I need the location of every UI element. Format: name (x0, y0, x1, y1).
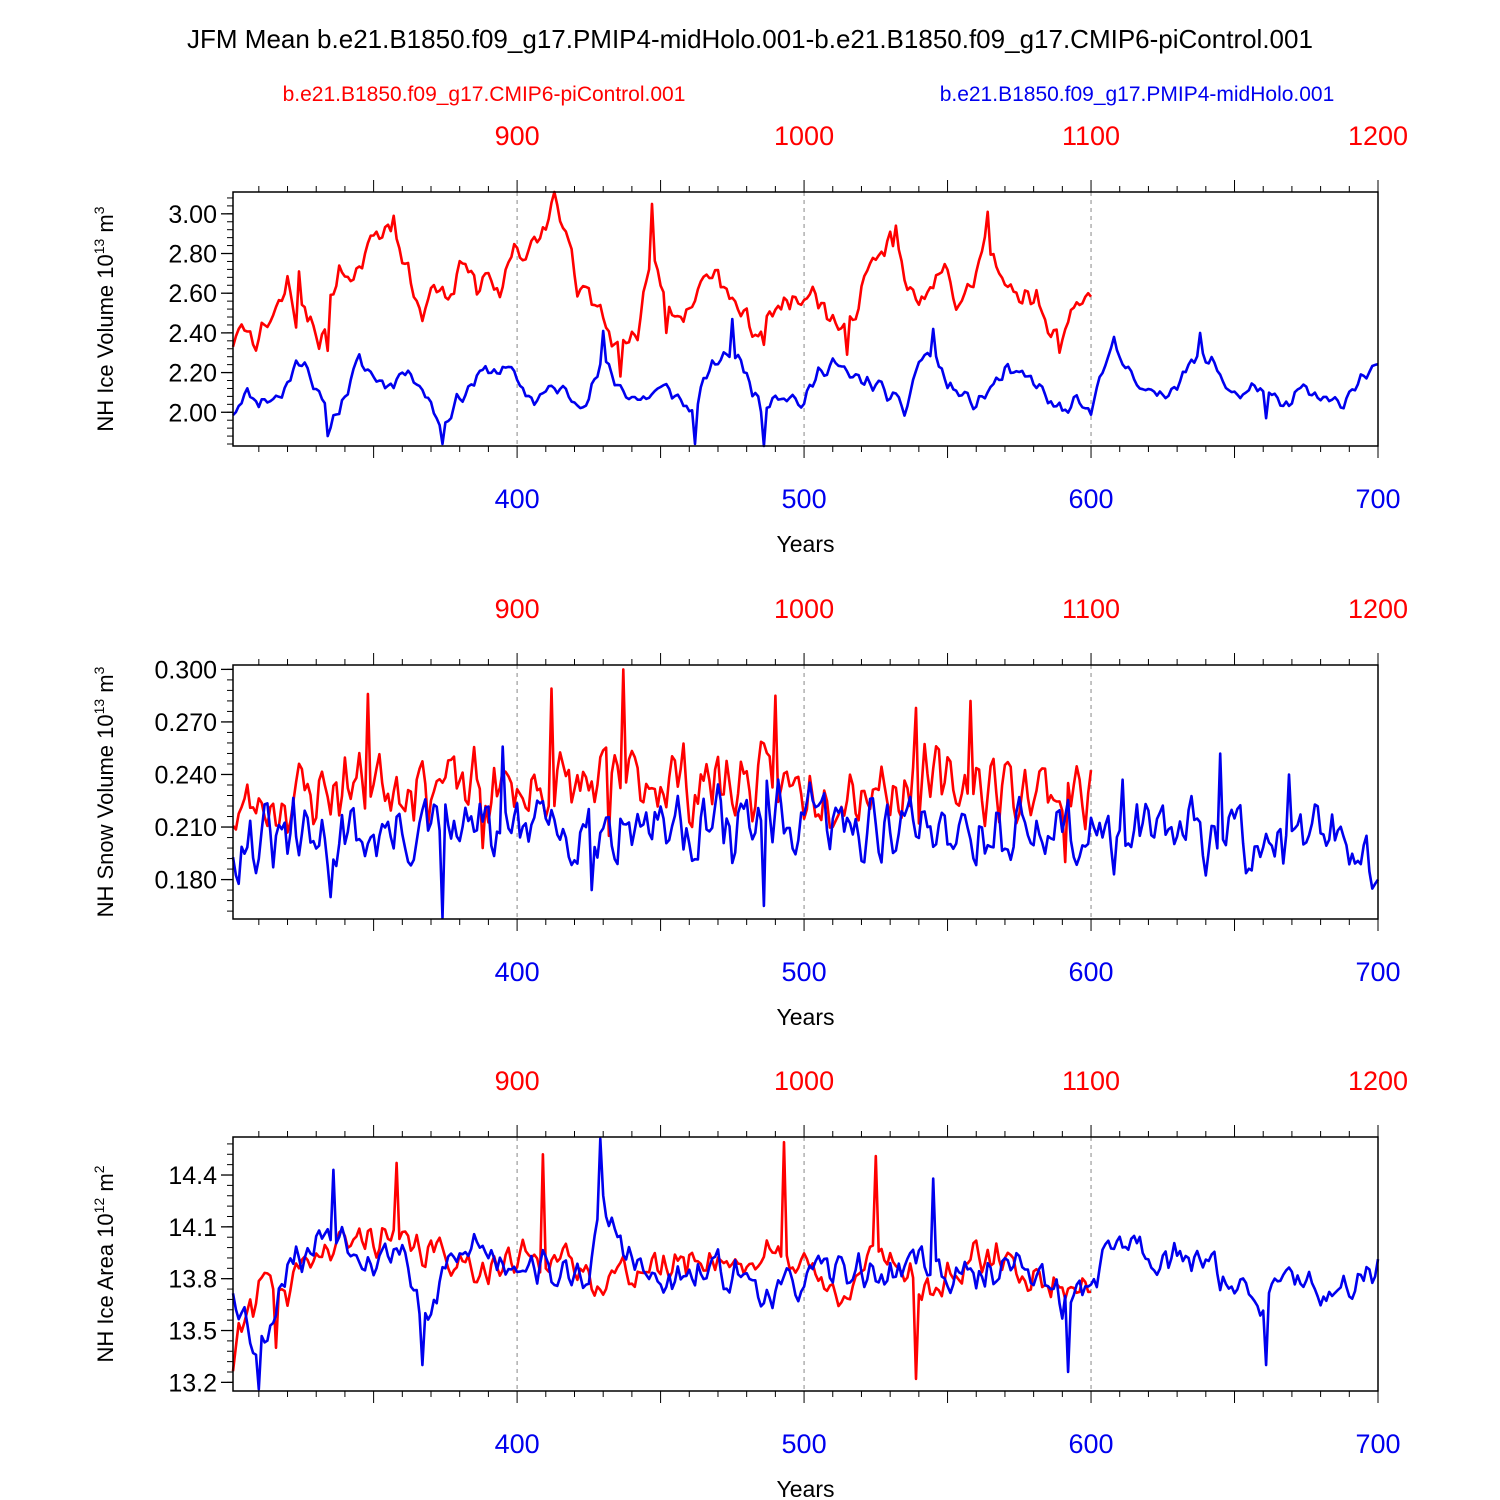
chart-title: JFM Mean b.e21.B1850.f09_g17.PMIP4-midHo… (187, 24, 1313, 54)
legend-red-case: b.e21.B1850.f09_g17.CMIP6-piControl.001 (283, 83, 686, 106)
y-tick-label: 0.240 (154, 761, 217, 789)
x-tick-label-bottom: 400 (495, 484, 540, 514)
x-axis-label: Years (777, 531, 835, 557)
x-tick-label-bottom: 500 (782, 1429, 827, 1459)
x-tick-label-top: 900 (495, 1066, 540, 1096)
y-tick-label: 13.5 (168, 1318, 217, 1346)
x-tick-label-bottom: 700 (1355, 957, 1400, 987)
series-line-midholo (232, 317, 1379, 448)
y-tick-label: 14.4 (168, 1162, 217, 1190)
x-tick-label-top: 1200 (1348, 121, 1408, 151)
x-tick-label-bottom: 500 (782, 957, 827, 987)
y-tick-label: 0.210 (154, 814, 217, 842)
x-tick-label-top: 1100 (1062, 1066, 1120, 1096)
plot-frame (232, 191, 1379, 447)
x-tick-label-top: 1200 (1348, 1066, 1408, 1096)
x-tick-label-top: 1000 (774, 121, 834, 151)
y-axis-label: NH Ice Area 1012 m2 (91, 1165, 118, 1362)
y-tick-label: 2.80 (168, 241, 217, 269)
series-line-midholo (231, 1137, 1380, 1391)
x-tick-label-top: 1000 (774, 1066, 834, 1096)
x-tick-label-bottom: 400 (495, 1429, 540, 1459)
x-tick-label-bottom: 700 (1355, 484, 1400, 514)
x-tick-label-bottom: 500 (782, 484, 827, 514)
x-tick-label-top: 1100 (1062, 121, 1120, 151)
x-tick-label-top: 900 (495, 121, 540, 151)
y-tick-label: 0.300 (154, 656, 217, 684)
panel-3: 13.2 13.5 13.8 14.1 14.4 400 500 600 700 900 1000 1… (91, 1066, 1408, 1500)
x-tick-label-bottom: 700 (1355, 1429, 1400, 1459)
x-tick-label-bottom: 600 (1069, 957, 1114, 987)
x-tick-label-top: 1200 (1348, 594, 1408, 624)
y-tick-label: 2.00 (168, 399, 217, 427)
x-axis-label: Years (777, 1004, 835, 1030)
y-tick-label: 0.180 (154, 867, 217, 895)
x-tick-label-top: 1100 (1062, 594, 1120, 624)
y-tick-label: 2.20 (168, 360, 217, 388)
y-tick-label: 3.00 (168, 201, 217, 229)
x-tick-label-top: 1000 (774, 594, 834, 624)
series-line-picontrol (231, 668, 1093, 864)
series-line-midholo (231, 745, 1380, 920)
y-tick-label: 2.60 (168, 280, 217, 308)
y-tick-label: 0.270 (154, 709, 217, 737)
panel-2: 0.180 0.210 0.240 0.270 0.300 400 500 600 700 900… (91, 594, 1408, 1030)
x-tick-label-bottom: 600 (1069, 484, 1114, 514)
plot-frame (232, 1136, 1379, 1392)
legend-blue-case: b.e21.B1850.f09_g17.PMIP4-midHolo.001 (940, 83, 1335, 106)
y-tick-label: 13.8 (168, 1266, 217, 1294)
y-axis-label: NH Ice Volume 1013 m3 (91, 206, 118, 431)
plot-frame (232, 664, 1379, 920)
x-axis-label: Years (777, 1476, 835, 1500)
panel-1: 2.00 2.20 2.40 2.60 2.80 3.00 400 500 600 700 900 1… (91, 121, 1408, 557)
y-axis-label: NH Snow Volume 1013 m3 (91, 666, 118, 917)
y-tick-label: 14.1 (168, 1214, 217, 1242)
x-tick-label-top: 900 (495, 594, 540, 624)
y-tick-label: 13.2 (168, 1369, 217, 1397)
series-line-picontrol (231, 190, 1093, 378)
y-tick-label: 2.40 (168, 320, 217, 348)
series-line-picontrol (231, 1140, 1092, 1381)
x-tick-label-bottom: 600 (1069, 1429, 1114, 1459)
x-tick-label-bottom: 400 (495, 957, 540, 987)
